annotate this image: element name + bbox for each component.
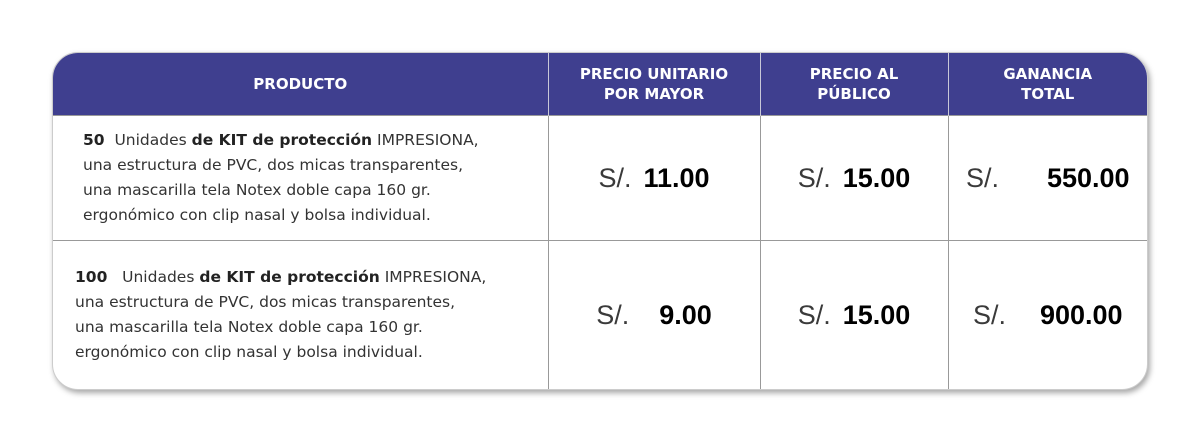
kit-name: de KIT de protección (199, 268, 380, 286)
amount: 15.00 (842, 299, 911, 330)
total-profit: S/. 550.00 (948, 115, 1147, 241)
header-line: POR MAYOR (603, 85, 705, 103)
amount: 11.00 (643, 162, 710, 193)
quantity: 50 (83, 131, 105, 149)
header-line: TOTAL (1021, 85, 1075, 103)
units: Unidades (122, 268, 195, 286)
desc-line: una estructura de PVC, dos micas transpa… (83, 156, 464, 174)
desc-line: ergonómico con clip nasal y bolsa indivi… (75, 343, 423, 361)
header-line: PRECIO AL (809, 65, 899, 83)
public-price: S/. 15.00 (760, 115, 949, 241)
amount: 15.00 (842, 162, 911, 193)
header-line: PRECIO UNITARIO (579, 65, 729, 83)
table-row: 50 Unidades de KIT de protección IMPRESI… (53, 115, 1147, 241)
currency: S/. (797, 299, 831, 330)
unit-price: S/. 9.00 (548, 240, 761, 389)
header-total-profit: GANANCIA TOTAL (948, 53, 1147, 116)
header-unit-price: PRECIO UNITARIO POR MAYOR (548, 53, 761, 116)
desc-line: una mascarilla tela Notex doble capa 160… (75, 318, 423, 336)
desc-line: ergonómico con clip nasal y bolsa indivi… (83, 206, 431, 224)
currency: S/. (972, 299, 1006, 330)
header-public-price: PRECIO AL PÚBLICO (760, 53, 949, 116)
header-product: PRODUCTO (53, 53, 549, 116)
currency: S/. (596, 299, 630, 330)
total-profit: S/. 900.00 (948, 240, 1147, 389)
currency: S/. (797, 162, 831, 193)
brand: IMPRESIONA, (377, 131, 479, 149)
table-row: 100 Unidades de KIT de protección IMPRES… (53, 240, 1147, 389)
amount: 900.00 (1039, 299, 1123, 330)
pricing-table-card: PRODUCTO PRECIO UNITARIO POR MAYOR PRECIO… (52, 52, 1148, 390)
header-line: GANANCIA (1003, 65, 1093, 83)
public-price: S/. 15.00 (760, 240, 949, 389)
amount: 9.00 (659, 299, 712, 330)
unit-price: S/. 11.00 (548, 115, 761, 241)
product-description: 50 Unidades de KIT de protección IMPRESI… (53, 115, 549, 241)
table-header: PRODUCTO PRECIO UNITARIO POR MAYOR PRECIO… (53, 53, 1147, 116)
desc-line: una estructura de PVC, dos micas transpa… (75, 293, 456, 311)
product-description: 100 Unidades de KIT de protección IMPRES… (53, 240, 549, 389)
currency: S/. (965, 162, 999, 193)
currency: S/. (598, 162, 632, 193)
kit-name: de KIT de protección (191, 131, 373, 149)
pricing-table: PRODUCTO PRECIO UNITARIO POR MAYOR PRECIO… (53, 53, 1147, 389)
header-line: PÚBLICO (817, 85, 891, 103)
desc-line: una mascarilla tela Notex doble capa 160… (83, 181, 431, 199)
quantity: 100 (75, 268, 108, 286)
amount: 550.00 (1046, 162, 1130, 193)
units: Unidades (114, 131, 187, 149)
brand: IMPRESIONA, (384, 268, 487, 286)
